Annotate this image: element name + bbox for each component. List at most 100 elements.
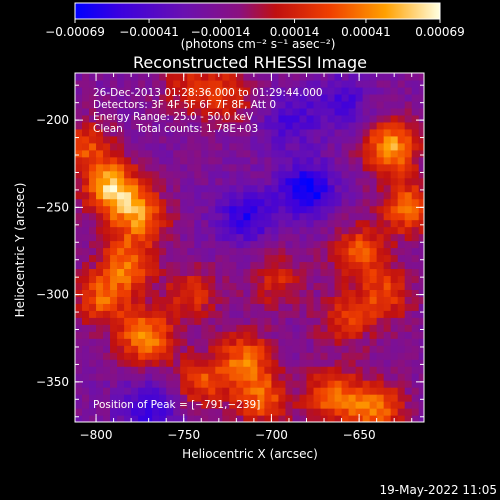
heatmap-cell bbox=[173, 100, 181, 109]
heatmap-cell bbox=[418, 324, 424, 332]
heatmap-cell bbox=[201, 73, 209, 81]
heatmap-cell bbox=[369, 317, 378, 325]
heatmap-cell bbox=[173, 121, 181, 130]
heatmap-cell bbox=[411, 401, 420, 409]
heatmap-cell bbox=[152, 247, 160, 256]
heatmap-cell bbox=[362, 324, 371, 332]
heatmap-cell bbox=[390, 373, 399, 381]
heatmap-cell bbox=[250, 366, 258, 374]
heatmap-cell bbox=[103, 142, 111, 151]
heatmap-cell bbox=[390, 240, 399, 249]
heatmap-cell bbox=[96, 373, 104, 381]
heatmap-cell bbox=[411, 86, 420, 95]
heatmap-cell bbox=[264, 73, 273, 81]
heatmap-cell bbox=[355, 268, 364, 277]
heatmap-cell bbox=[271, 226, 280, 235]
heatmap-cell bbox=[159, 317, 167, 325]
heatmap-cell bbox=[299, 93, 308, 102]
heatmap-cell bbox=[82, 107, 90, 116]
heatmap-cell bbox=[320, 205, 329, 214]
heatmap-cell bbox=[159, 191, 167, 200]
heatmap-cell bbox=[103, 212, 111, 221]
heatmap-cell bbox=[187, 380, 195, 388]
heatmap-cell bbox=[208, 205, 216, 214]
heatmap-cell bbox=[173, 345, 181, 353]
heatmap-cell bbox=[110, 310, 118, 318]
heatmap-cell bbox=[145, 177, 153, 186]
heatmap-cell bbox=[166, 149, 174, 158]
heatmap-cell bbox=[236, 380, 244, 388]
heatmap-cell bbox=[117, 366, 125, 374]
heatmap-cell bbox=[313, 415, 322, 422]
heatmap-cell bbox=[173, 380, 181, 388]
heatmap-cell bbox=[299, 303, 308, 311]
heatmap-cell bbox=[306, 317, 315, 325]
heatmap-cell bbox=[285, 219, 294, 228]
heatmap-cell bbox=[180, 177, 188, 186]
heatmap-cell bbox=[215, 128, 223, 137]
heatmap-cell bbox=[215, 212, 223, 221]
heatmap-cell bbox=[75, 275, 83, 283]
heatmap-cell bbox=[397, 247, 406, 256]
heatmap-cell bbox=[208, 380, 216, 388]
heatmap-cell bbox=[341, 163, 350, 172]
heatmap-cell bbox=[152, 233, 160, 242]
heatmap-cell bbox=[376, 345, 385, 353]
heatmap-cell bbox=[75, 415, 83, 422]
heatmap-cell bbox=[159, 142, 167, 151]
heatmap-cell bbox=[397, 415, 406, 422]
heatmap-cell bbox=[397, 296, 406, 304]
heatmap-cell bbox=[180, 219, 188, 228]
heatmap-cell bbox=[390, 310, 399, 318]
heatmap-cell bbox=[229, 394, 237, 402]
heatmap-cell bbox=[187, 219, 195, 228]
heatmap-cell bbox=[131, 205, 139, 214]
heatmap-cell bbox=[124, 394, 132, 402]
heatmap-cell bbox=[166, 275, 174, 283]
heatmap-cell bbox=[369, 261, 378, 270]
heatmap-cell bbox=[362, 212, 371, 221]
heatmap-cell bbox=[187, 163, 195, 172]
heatmap-cell bbox=[292, 142, 301, 151]
heatmap-cell bbox=[334, 198, 343, 207]
axis-ticks: −800 −750 −700 −650−200−250−300−350 bbox=[36, 73, 424, 442]
heatmap-cell bbox=[89, 73, 97, 81]
heatmap-cell bbox=[418, 240, 424, 249]
heatmap-cell bbox=[362, 198, 371, 207]
heatmap-cell bbox=[117, 331, 125, 339]
heatmap-cell bbox=[376, 149, 385, 158]
heatmap-cell bbox=[187, 254, 195, 263]
heatmap-cell bbox=[124, 240, 132, 249]
heatmap-cell bbox=[355, 247, 364, 256]
heatmap-cell bbox=[306, 177, 315, 186]
heatmap-cell bbox=[362, 79, 371, 88]
heatmap-cell bbox=[89, 254, 97, 263]
heatmap-cell bbox=[215, 324, 223, 332]
heatmap-cell bbox=[264, 254, 273, 263]
heatmap-cell bbox=[264, 408, 273, 416]
heatmap-cell bbox=[117, 205, 125, 214]
heatmap-cell bbox=[180, 387, 188, 395]
heatmap-cell bbox=[131, 289, 139, 297]
heatmap-cell bbox=[355, 401, 364, 409]
heatmap-cell bbox=[341, 324, 350, 332]
heatmap-cell bbox=[341, 310, 350, 318]
heatmap-cell bbox=[362, 387, 371, 395]
heatmap-cell bbox=[124, 401, 132, 409]
heatmap-cell bbox=[383, 121, 392, 130]
heatmap-cell bbox=[82, 79, 90, 88]
heatmap-cell bbox=[138, 303, 146, 311]
heatmap-cell bbox=[341, 114, 350, 123]
heatmap-cell bbox=[229, 408, 237, 416]
heatmap-cell bbox=[82, 233, 90, 242]
heatmap-cell bbox=[250, 233, 258, 242]
heatmap-cell bbox=[362, 205, 371, 214]
heatmap-cell bbox=[369, 247, 378, 256]
heatmap-cell bbox=[320, 219, 329, 228]
footer-timestamp: 19-May-2022 11:05 bbox=[380, 483, 497, 497]
heatmap-cell bbox=[82, 191, 90, 200]
heatmap-cell bbox=[334, 212, 343, 221]
heatmap-cell bbox=[278, 408, 287, 416]
heatmap-cell bbox=[131, 86, 139, 95]
heatmap-cell bbox=[404, 212, 413, 221]
